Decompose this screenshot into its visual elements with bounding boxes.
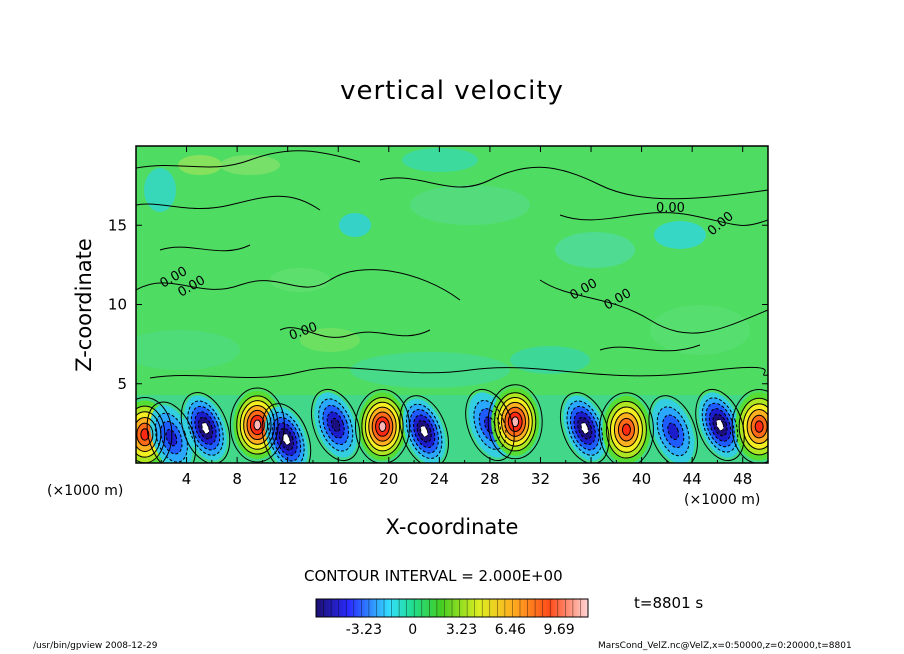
x-tick-label: 32	[531, 470, 550, 488]
x-tick-label: 24	[430, 470, 449, 488]
updraft-cell	[735, 392, 768, 461]
downdraft-cell	[698, 392, 742, 458]
contour-label: 0.00	[656, 201, 685, 216]
x-tick-label: 48	[733, 470, 752, 488]
y-axis-unit: (×1000 m)	[47, 483, 124, 499]
colorbar-tick-label: 6.46	[494, 622, 526, 638]
colorbar-tick-label: -3.23	[345, 622, 383, 638]
colorbar-tick-label: 3.23	[445, 622, 478, 638]
downdraft-cell	[563, 395, 607, 461]
x-axis-unit: (×1000 m)	[684, 492, 761, 508]
colorbar-tick-label: 9.69	[543, 622, 575, 638]
x-tick-label: 16	[329, 470, 348, 488]
x-tick-label: 8	[232, 470, 242, 488]
x-tick-label: 40	[632, 470, 651, 488]
y-tick-label: 15	[108, 216, 127, 234]
x-tick-label: 36	[581, 470, 600, 488]
y-tick-label: 5	[117, 375, 127, 393]
x-tick-label: 28	[480, 470, 499, 488]
x-tick-label: 20	[379, 470, 398, 488]
contour-interval: CONTOUR INTERVAL = 2.000E+00	[304, 567, 563, 585]
time-label: t=8801 s	[634, 594, 704, 612]
colorbar-tick-label: 0	[408, 622, 418, 638]
footer-source: MarsCond_VelZ.nc@VelZ,x=0:50000,z=0:2000…	[598, 641, 852, 651]
chart-title: vertical velocity	[340, 76, 564, 106]
x-tick-label: 12	[278, 470, 297, 488]
downdraft-cell	[651, 398, 695, 463]
updraft-cell	[602, 395, 651, 463]
footer-command: /usr/bin/gpview 2008-12-29	[33, 641, 158, 651]
x-axis-label: X-coordinate	[385, 515, 519, 539]
downdraft-cell	[184, 395, 227, 461]
x-tick-label: 44	[683, 470, 702, 488]
x-tick-label: 4	[182, 470, 192, 488]
y-tick-label: 10	[108, 296, 127, 314]
